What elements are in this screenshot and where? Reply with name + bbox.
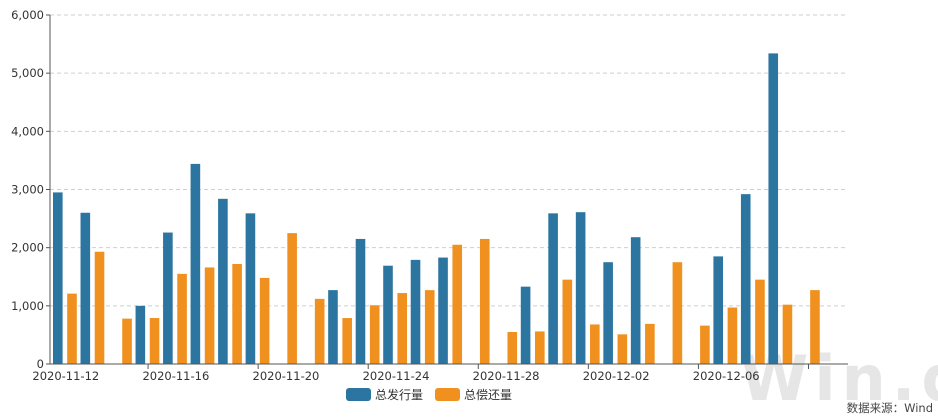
bar [438,257,448,364]
x-tick-label: 2020-11-12 [32,369,99,383]
bar [218,198,228,364]
bar [149,318,160,364]
legend-swatch [346,388,371,401]
bar [287,233,297,364]
bar [534,331,545,364]
bar [163,232,173,364]
x-tick-label: 2020-12-06 [693,369,760,383]
bar [645,323,655,364]
bar [342,318,352,364]
bar [617,334,628,364]
bar [700,325,710,364]
bar [369,305,380,364]
bar [397,293,408,364]
bar [603,262,613,364]
bar [575,212,586,364]
bar [727,307,738,364]
legend-swatch [435,388,460,401]
bar [204,267,215,364]
bar [53,192,63,364]
bar [755,279,765,364]
y-tick-label: 6,000 [11,8,44,22]
x-axis: 2020-11-12 2020-11-16 2020-11-20 2020-11-24… [32,363,848,383]
bar [190,163,201,364]
bar [768,53,779,364]
y-tick-label: 1,000 [11,299,44,313]
bar [232,263,242,364]
bar [122,318,132,364]
bar [548,213,558,364]
legend-label: 总偿还量 [464,387,512,402]
y-axis: 0 1,000 2,000 3,000 4,000 5,000 6,000 [11,8,51,371]
legend: 总发行量 总偿还量 [346,387,512,402]
bar [410,259,421,364]
source-note: 数据来源：Wind [847,401,933,415]
bar [672,262,683,364]
bar [355,238,366,364]
bar [314,298,325,364]
y-tick-label: 5,000 [11,66,44,80]
y-tick-label: 2,000 [11,241,44,255]
bar [630,237,641,364]
legend-label: 总发行量 [375,387,423,402]
bar [452,244,463,364]
bar [259,277,270,364]
bar [424,290,435,364]
y-tick-label: 4,000 [11,124,44,138]
bar [67,293,77,364]
bar [782,304,793,364]
x-tick-label: 2020-11-20 [253,369,320,383]
bar [177,273,187,364]
bar [94,251,105,364]
bar [810,290,820,364]
bar [562,279,573,364]
x-tick-label: 2020-11-16 [142,369,209,383]
bar [80,212,91,364]
bar [713,256,724,364]
bars [53,53,820,364]
x-tick-label: 2020-11-28 [473,369,540,383]
bar [328,290,338,364]
bar [245,213,256,364]
bar [383,265,393,364]
bar [590,324,600,364]
x-tick-label: 2020-11-24 [363,369,430,383]
bar [507,332,518,364]
y-tick-label: 0 [37,357,44,371]
bar [520,286,531,364]
bar [740,194,751,364]
x-tick-label: 2020-12-02 [583,369,650,383]
y-tick-label: 3,000 [11,183,44,197]
bar [479,238,490,364]
bar [135,305,146,364]
